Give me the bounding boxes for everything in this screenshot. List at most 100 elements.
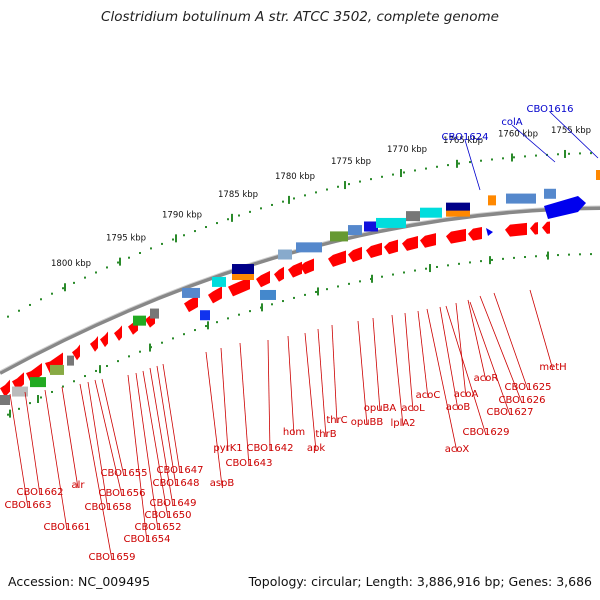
- label-leader: [511, 124, 556, 163]
- scale-tick-label: 1800 kbp: [51, 259, 91, 269]
- gene-label-alr: alr: [71, 480, 85, 491]
- scale-tick-minor: [172, 238, 174, 241]
- gene-reverse-arrow: [328, 250, 346, 267]
- label-leader: [149, 367, 174, 507]
- inner-tick-minor: [194, 329, 196, 332]
- gene-label-CBO1627: CBO1627: [487, 407, 534, 418]
- inner-tick-minor: [447, 264, 449, 267]
- label-leader: [267, 339, 271, 452]
- gene-label-CBO1654: CBO1654: [124, 534, 171, 545]
- gene-reverse-arrow: [288, 261, 302, 278]
- label-leader: [391, 314, 404, 427]
- inner-tick-minor: [7, 413, 9, 416]
- gene-label-CBO1643: CBO1643: [226, 458, 273, 469]
- inner-tick-minor: [491, 258, 493, 261]
- feature-block: [446, 202, 470, 213]
- inner-tick-minor: [513, 256, 515, 259]
- inner-tick-minor: [414, 269, 416, 272]
- scale-tick-label: 1755 kbp: [551, 126, 591, 136]
- scale-tick-minor: [381, 175, 383, 178]
- inner-tick-minor: [337, 285, 339, 288]
- label-leader: [220, 347, 229, 452]
- gene-label-acoR: acoR: [474, 373, 499, 384]
- gene-reverse-arrow: [228, 277, 250, 297]
- inner-tick-minor: [359, 280, 361, 283]
- gene-label-apk: apk: [307, 443, 325, 454]
- gene-label-CBO1661: CBO1661: [44, 522, 91, 533]
- feature-block: [30, 377, 46, 388]
- label-leader: [455, 302, 467, 398]
- scale-tick-minor: [315, 191, 317, 194]
- gene-label-acoL: acoL: [401, 403, 425, 414]
- inner-tick-minor: [73, 380, 75, 383]
- feature-block: [50, 364, 64, 375]
- gene-reverse-arrow: [446, 228, 466, 244]
- feature-block: [260, 289, 276, 300]
- scale-tick-minor: [491, 158, 493, 161]
- inner-tick-minor: [227, 317, 229, 320]
- inner-tick-minor: [183, 333, 185, 336]
- label-leader: [142, 370, 169, 519]
- gene-label-metH: metH: [539, 362, 566, 373]
- label-leader: [135, 372, 159, 531]
- label-leader: [439, 306, 459, 411]
- scale-tick-minor: [414, 169, 416, 172]
- gene-reverse-arrow: [0, 379, 10, 397]
- inner-tick-minor: [128, 355, 130, 358]
- inner-tick-minor: [271, 303, 273, 306]
- inner-tick-minor: [95, 369, 97, 372]
- feature-block: [364, 221, 378, 232]
- scale-tick-minor: [524, 155, 526, 158]
- scale-tick-minor: [359, 180, 361, 183]
- feature-block: [182, 287, 200, 298]
- scale-tick-minor: [425, 167, 427, 170]
- inner-tick-minor: [249, 310, 251, 313]
- label-leader: [304, 332, 317, 452]
- inner-tick-minor: [524, 256, 526, 259]
- label-leader: [445, 305, 487, 436]
- inner-tick-minor: [205, 325, 207, 328]
- inner-tick-minor: [458, 262, 460, 265]
- gene-reverse-arrow: [468, 227, 482, 241]
- scale-tick-label: 1780 kbp: [275, 172, 315, 182]
- label-leader: [87, 381, 109, 511]
- inner-tick-minor: [535, 255, 537, 258]
- gene-label-CBO1624: CBO1624: [442, 132, 489, 143]
- gene-label-opuBB: opuBB: [351, 417, 384, 428]
- gene-reverse-arrow: [45, 352, 63, 374]
- scale-tick-minor: [73, 281, 75, 284]
- gene-label-CBO1655: CBO1655: [101, 468, 148, 479]
- gene-label-CBO1663: CBO1663: [5, 500, 52, 511]
- scale-tick-minor: [502, 157, 504, 160]
- scale-tick-minor: [557, 153, 559, 156]
- label-leader: [205, 351, 223, 487]
- label-leader: [372, 317, 381, 412]
- inner-tick-minor: [84, 375, 86, 378]
- scale-tick-minor: [238, 214, 240, 217]
- scale-tick-minor: [370, 178, 372, 181]
- gene-reverse-arrow: [384, 239, 398, 255]
- gene-label-CBO1658: CBO1658: [85, 502, 132, 513]
- feature-block: [330, 231, 348, 242]
- inner-tick-minor: [425, 267, 427, 270]
- scale-tick-minor: [216, 222, 218, 225]
- gene-label-CBO1625: CBO1625: [505, 382, 552, 393]
- scale-tick-minor: [392, 173, 394, 176]
- scale-tick-minor: [7, 315, 9, 318]
- inner-tick-minor: [304, 293, 306, 296]
- gene-label-acoC: acoC: [416, 390, 441, 401]
- scale-tick-minor: [95, 271, 97, 274]
- scale-tick-minor: [205, 226, 207, 229]
- label-leader: [331, 324, 338, 424]
- gene-label-CBO1642: CBO1642: [247, 443, 294, 454]
- gene-CBO1616-feature: [596, 170, 600, 180]
- scale-tick-minor: [304, 194, 306, 197]
- label-leader: [239, 342, 250, 467]
- inner-tick-minor: [590, 253, 592, 256]
- scale-tick-minor: [194, 230, 196, 233]
- gene-reverse-arrow: [542, 221, 550, 234]
- label-leader: [404, 312, 414, 412]
- feature-block: [488, 195, 496, 206]
- scale-tick-minor: [535, 154, 537, 157]
- label-leader: [549, 111, 599, 159]
